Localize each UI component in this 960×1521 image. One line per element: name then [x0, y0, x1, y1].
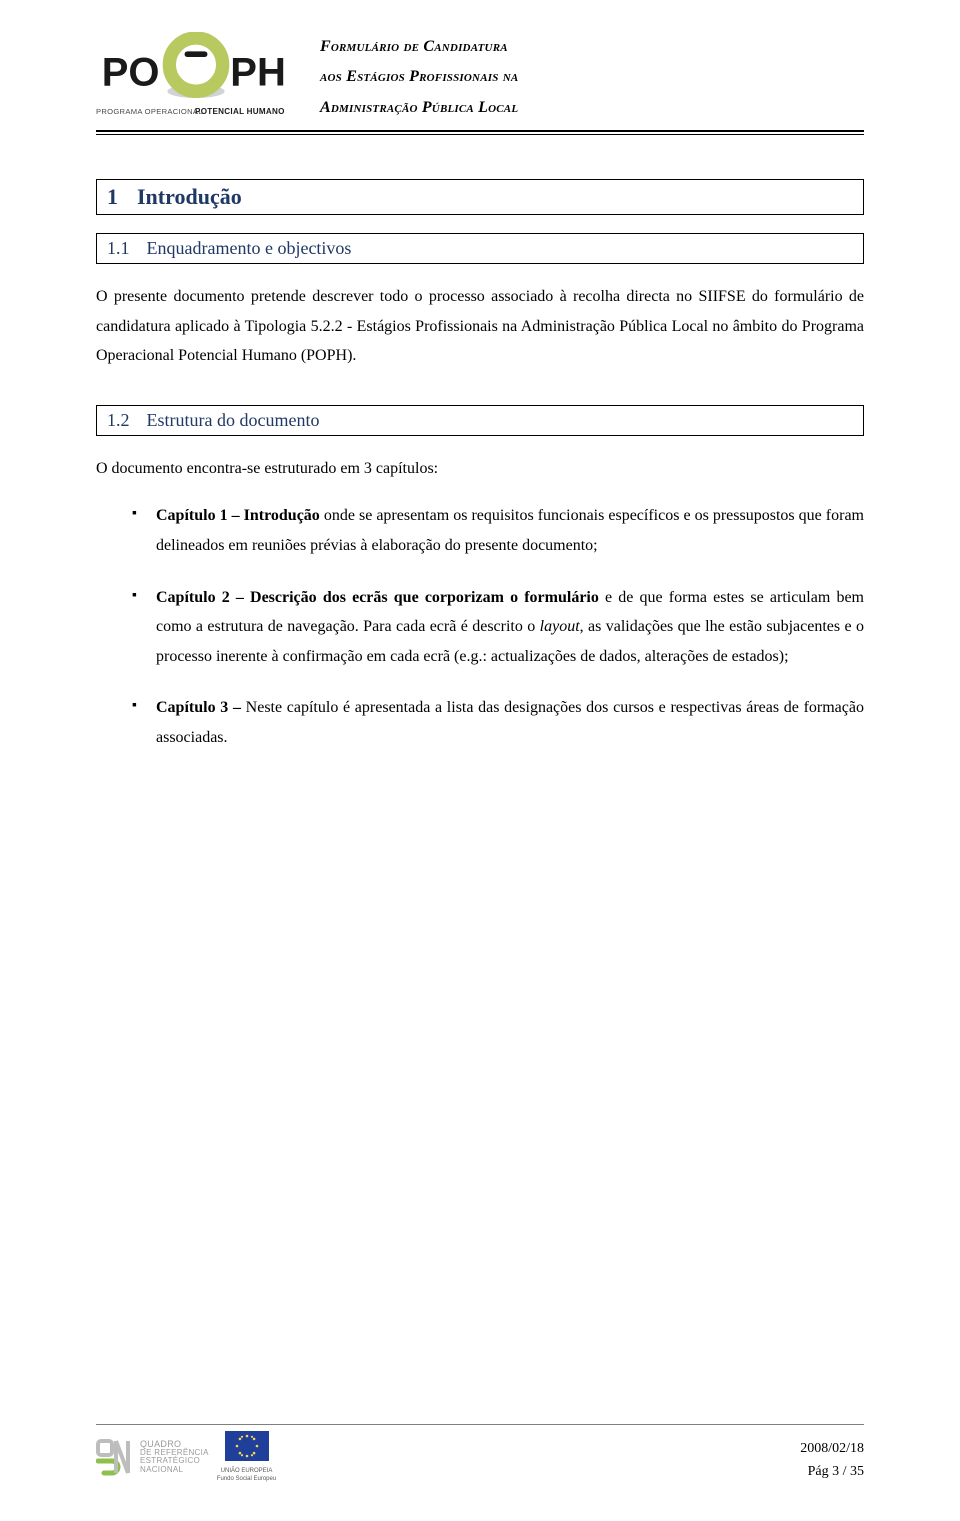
header-title-line-3: Administração Pública Local — [320, 93, 864, 123]
header-rule-thin — [96, 134, 864, 135]
footer-page: Pág 3 / 35 — [800, 1461, 864, 1483]
para-1-2-intro: O documento encontra-se estruturado em 3… — [96, 454, 864, 484]
para-1-1: O presente documento pretende descrever … — [96, 282, 864, 371]
svg-text:PH: PH — [230, 51, 286, 95]
bullet-2-italic: layout — [540, 618, 580, 635]
heading-1-1-box: 1.1 Enquadramento e objectivos — [96, 233, 864, 264]
heading-1-1-title: Enquadramento e objectivos — [147, 238, 352, 258]
heading-1-2-number: 1.2 — [107, 410, 130, 430]
para-1-1-c: (POPH). — [297, 347, 357, 364]
bullet-1-lead: Capítulo 1 – Introdução — [156, 507, 320, 524]
qren-l4: NACIONAL — [140, 1466, 209, 1474]
footer-date: 2008/02/18 — [800, 1438, 864, 1460]
svg-text:POTENCIAL HUMANO: POTENCIAL HUMANO — [195, 107, 285, 116]
eu-l2: Fundo Social Europeu — [217, 1476, 276, 1483]
poph-logo: PO PH PROGRAMA OPERACIONAL POTENCIAL HUM… — [96, 32, 296, 124]
bullet-3: Capítulo 3 – Neste capítulo é apresentad… — [136, 693, 864, 752]
heading-1-2-box: 1.2 Estrutura do documento — [96, 405, 864, 436]
bullet-3-lead: Capítulo 3 – — [156, 699, 246, 716]
svg-text:PROGRAMA OPERACIONAL: PROGRAMA OPERACIONAL — [96, 107, 203, 116]
eu-logo: UNIÃO EUROPEIA Fundo Social Europeu — [217, 1431, 276, 1483]
bullet-2: Capítulo 2 – Descrição dos ecrãs que cor… — [136, 583, 864, 672]
footer: QUADRO DE REFERÊNCIA ESTRATÉGICO NACIONA… — [96, 1424, 864, 1483]
eu-l1: UNIÃO EUROPEIA — [217, 1468, 276, 1475]
para-1-1-b: Operacional Potencial Humano — [96, 347, 297, 364]
heading-1-number: 1 — [107, 184, 118, 209]
bullet-3-rest: Neste capítulo é apresentada a lista das… — [156, 699, 864, 746]
bullet-1: Capítulo 1 – Introdução onde se apresent… — [136, 501, 864, 560]
svg-text:PO: PO — [102, 51, 160, 95]
bullet-2-lead: Capítulo 2 – Descrição dos ecrãs que cor… — [156, 589, 599, 606]
heading-1-2-title: Estrutura do documento — [147, 410, 320, 430]
footer-rule — [96, 1424, 864, 1425]
heading-1-box: 1 Introdução — [96, 179, 864, 215]
qren-logo: QUADRO DE REFERÊNCIA ESTRATÉGICO NACIONA… — [96, 1437, 209, 1477]
header-title-line-1: Formulário de Candidatura — [320, 32, 864, 62]
header-title-line-2: aos Estágios Profissionais na — [320, 62, 864, 92]
heading-1-1-number: 1.1 — [107, 238, 130, 258]
bullet-list: Capítulo 1 – Introdução onde se apresent… — [96, 501, 864, 752]
header-titles: Formulário de Candidatura aos Estágios P… — [320, 32, 864, 123]
heading-1-title: Introdução — [137, 184, 242, 209]
header-rule-thick — [96, 130, 864, 132]
para-1-1-a: O presente documento pretende descrever … — [96, 288, 864, 335]
